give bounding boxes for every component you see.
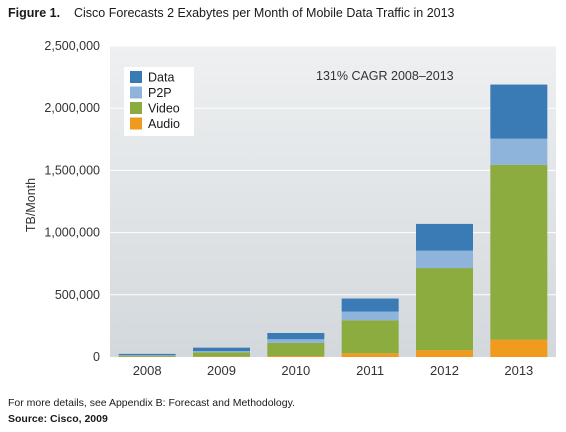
legend-label: Data bbox=[148, 71, 174, 85]
x-tick-label: 2008 bbox=[133, 363, 162, 378]
legend-label: Audio bbox=[148, 117, 180, 131]
y-axis-ticks: 0 500,000 1,000,000 1,500,000 2,000,000 2,500… bbox=[44, 39, 100, 364]
x-tick-label: 2009 bbox=[207, 363, 236, 378]
footer-source: Source: Cisco, 2009 bbox=[8, 413, 108, 425]
bar-segment-data bbox=[118, 353, 176, 356]
y-tick-label: 500,000 bbox=[55, 288, 100, 302]
y-tick-label: 2,500,000 bbox=[44, 39, 100, 53]
legend-swatch bbox=[130, 71, 142, 83]
y-tick-label: 2,000,000 bbox=[44, 101, 100, 115]
footer-note: For more details, see Appendix B: Foreca… bbox=[8, 397, 295, 409]
figure-title: Cisco Forecasts 2 Exabytes per Month of … bbox=[74, 6, 455, 20]
legend-label: Video bbox=[148, 102, 180, 116]
bar-segment-data bbox=[341, 298, 399, 312]
legend-swatch bbox=[130, 117, 142, 130]
bar-segment-p2p bbox=[416, 250, 473, 269]
y-tick-label: 0 bbox=[93, 350, 100, 364]
bars bbox=[118, 84, 548, 357]
legend-label: P2P bbox=[148, 86, 172, 100]
bar-segment-audio bbox=[416, 350, 473, 357]
figure-number: Figure 1. bbox=[8, 6, 61, 20]
x-tick-label: 2012 bbox=[430, 363, 459, 378]
gridlines bbox=[110, 45, 556, 296]
x-tick-label: 2010 bbox=[281, 363, 310, 378]
bar-segment-p2p bbox=[341, 311, 399, 321]
figure-header: Figure 1. Cisco Forecasts 2 Exabytes per … bbox=[8, 6, 455, 20]
legend-swatch bbox=[130, 102, 142, 114]
x-tick-label: 2011 bbox=[356, 363, 384, 378]
bar-segment-p2p bbox=[490, 138, 548, 165]
bar-segment-data bbox=[267, 332, 325, 340]
x-tick-label: 2013 bbox=[504, 363, 533, 378]
x-axis-ticks: 2008 2009 2010 2011 2012 2013 bbox=[133, 363, 534, 378]
bar-segment-audio bbox=[267, 356, 325, 357]
bar-segment-data bbox=[490, 84, 548, 139]
cagr-annotation: 131% CAGR 2008–2013 bbox=[316, 69, 454, 83]
bar-segment-video bbox=[416, 268, 473, 351]
y-tick-label: 1,000,000 bbox=[44, 226, 100, 240]
bar-segment-data bbox=[193, 347, 250, 352]
legend-swatch bbox=[130, 86, 142, 99]
y-axis-label: TB/Month bbox=[24, 178, 38, 232]
y-tick-label: 1,500,000 bbox=[44, 163, 100, 177]
bar-segment-video bbox=[341, 320, 399, 354]
bar-segment-audio bbox=[341, 353, 399, 357]
bar-segment-p2p bbox=[267, 339, 325, 343]
bar-segment-video bbox=[490, 164, 548, 340]
bar-segment-video bbox=[118, 355, 176, 357]
bar-segment-video bbox=[193, 352, 250, 357]
bar-segment-audio bbox=[490, 339, 548, 357]
bar-segment-p2p bbox=[193, 351, 250, 353]
bar-segment-data bbox=[416, 223, 473, 251]
bar-segment-video bbox=[267, 342, 325, 357]
